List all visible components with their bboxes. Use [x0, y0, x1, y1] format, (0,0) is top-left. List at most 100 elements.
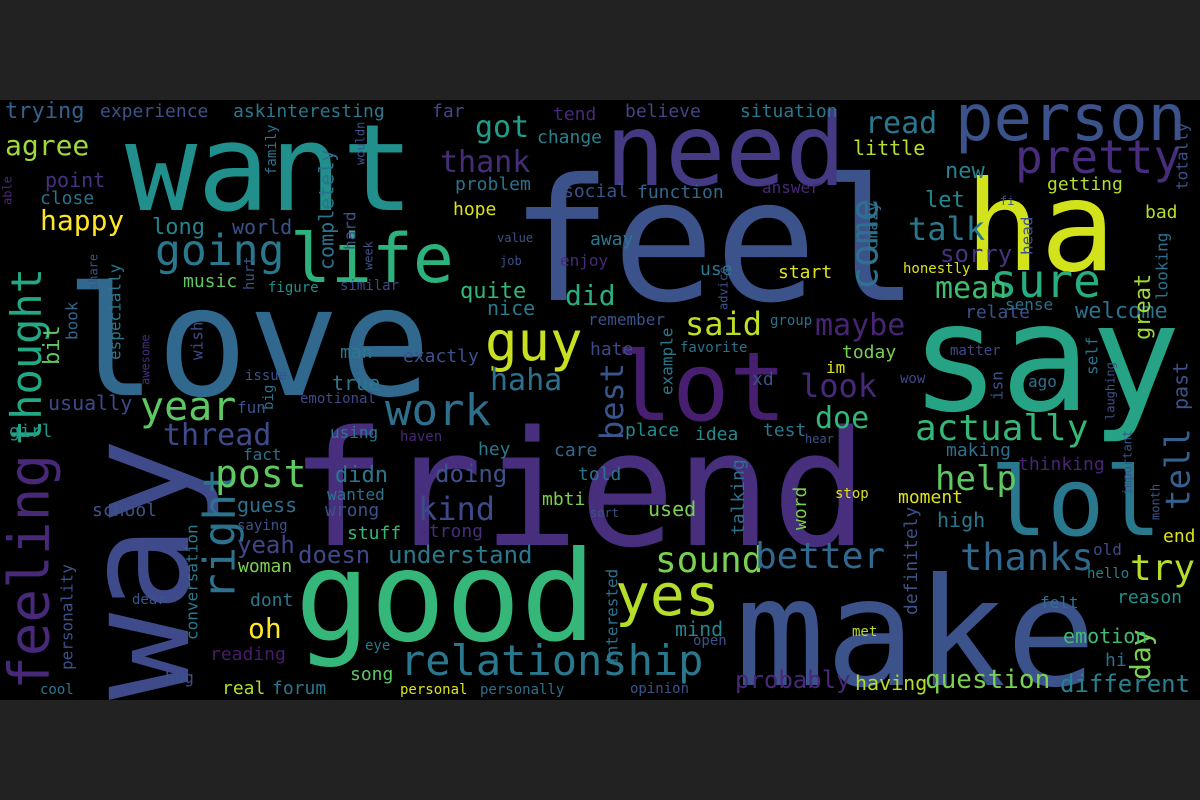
word: close [40, 188, 94, 209]
word: month [1148, 484, 1162, 520]
word: use [700, 259, 733, 280]
word: try [1130, 548, 1195, 589]
word: maybe [815, 308, 905, 343]
word: making [946, 440, 1011, 461]
word: remember [588, 310, 665, 329]
word: guy [485, 310, 583, 373]
word: personally [480, 682, 564, 698]
word: told [578, 464, 621, 485]
word: come [843, 198, 887, 290]
word: saying [237, 518, 288, 534]
word: ago [1028, 372, 1057, 391]
word: yeah [237, 531, 295, 559]
word: new [945, 159, 985, 184]
word: book [62, 301, 81, 340]
word: thanks [960, 536, 1094, 579]
word: mean [935, 271, 1007, 306]
word: away [590, 229, 634, 250]
word: want [125, 100, 414, 239]
word: tend [553, 104, 596, 125]
word: personality [57, 564, 76, 670]
word: emotional [300, 391, 376, 407]
word-cloud-canvas [0, 100, 1200, 700]
word: hello [1087, 566, 1129, 582]
word: social [563, 181, 628, 202]
word: today [842, 342, 896, 363]
word: idea [695, 424, 738, 445]
word: word [790, 487, 811, 530]
word: strong [418, 521, 483, 542]
word: trying [5, 99, 84, 124]
word: point [45, 168, 105, 192]
word: read [865, 106, 937, 141]
word: didn [335, 463, 388, 488]
word: girl [9, 421, 52, 442]
word: totally [1172, 122, 1191, 190]
word: place [625, 420, 679, 441]
word: value [497, 231, 533, 245]
word: having [855, 671, 927, 695]
word: love [65, 254, 431, 431]
word: example [657, 328, 676, 395]
word: dont [250, 590, 293, 611]
word: different [1060, 670, 1190, 698]
word: long [152, 215, 205, 240]
word: nice [487, 296, 535, 320]
word: usually [48, 391, 132, 415]
word: favorite [680, 340, 747, 356]
word: advice [716, 267, 730, 310]
word: especially [105, 263, 124, 360]
word: welcome [1075, 299, 1168, 324]
word: moment [898, 487, 963, 508]
word: guess [237, 493, 297, 517]
word: let [925, 188, 965, 213]
word: school [92, 500, 157, 521]
word: true [332, 371, 380, 395]
word: emotion [1063, 624, 1147, 648]
word: past [1169, 362, 1193, 410]
word: did [565, 279, 616, 312]
word: week [361, 240, 375, 270]
word: completely [315, 150, 339, 270]
word: able [0, 176, 14, 205]
word: hard [340, 211, 359, 250]
word: believe [625, 101, 701, 122]
word: great [1131, 274, 1156, 340]
word: big [261, 385, 277, 410]
word: lol [990, 448, 1162, 558]
word: thinking [1018, 454, 1105, 475]
word: quite [460, 279, 526, 304]
word: wow [900, 371, 926, 387]
word: probably [735, 666, 851, 694]
word: world [232, 215, 292, 239]
word: sure [990, 254, 1101, 308]
word: sound [655, 540, 763, 581]
word: start [778, 262, 832, 283]
word: music [183, 271, 237, 292]
word: eye [365, 638, 390, 654]
word: reason [1117, 587, 1182, 608]
word: conversation [182, 524, 201, 640]
word: askinteresting [233, 101, 385, 122]
word: issue [245, 368, 287, 384]
word: definitely [901, 506, 922, 615]
word: job [500, 254, 522, 268]
word: similar [340, 278, 399, 294]
word: thread [163, 418, 271, 453]
word: hope [453, 199, 496, 220]
word: bad [1145, 202, 1178, 223]
word: yes [615, 561, 720, 629]
word: relationship [400, 636, 703, 685]
word: share [86, 254, 100, 290]
word: look [800, 367, 877, 405]
word: using [330, 423, 378, 442]
word: awesome [138, 334, 152, 385]
word: felt [1040, 593, 1079, 612]
word: best [593, 363, 631, 440]
word: open [693, 633, 727, 649]
word: way [54, 438, 223, 700]
word: feel [510, 143, 919, 341]
word: tell [1159, 428, 1199, 510]
word: fun [237, 398, 266, 417]
